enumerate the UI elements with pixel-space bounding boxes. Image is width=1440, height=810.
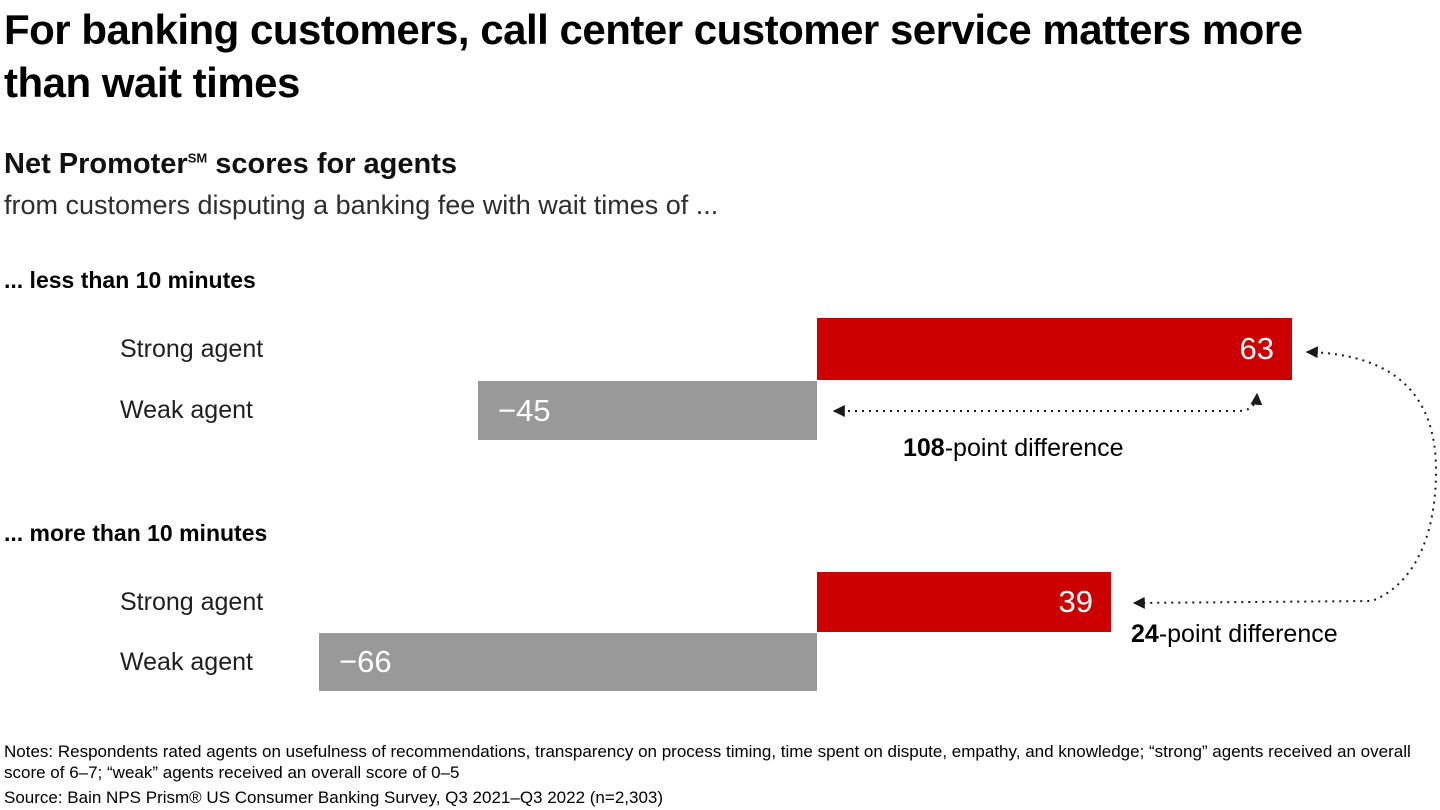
bar-value-strong-agent-lt10: 63 — [1239, 331, 1274, 366]
annotation-24-point-difference: 24-point difference — [1131, 620, 1338, 649]
chart-subtitle-bold: Net PromoterSM scores for agents — [4, 148, 457, 181]
bar-label-weak-agent-lt10: Weak agent — [120, 396, 253, 424]
bar-weak-agent-lt10: −45 — [478, 381, 817, 440]
group-label-less-than-10-minutes: ... less than 10 minutes — [4, 267, 256, 293]
chart-source: Source: Bain NPS Prism® US Consumer Bank… — [4, 788, 664, 807]
difference-arrow-108 — [832, 392, 1263, 417]
bar-label-strong-agent-gt10: Strong agent — [120, 587, 264, 616]
subtitle-scores-for-agents: scores for agents — [207, 148, 458, 180]
subtitle-net-promoter: Net Promoter — [4, 148, 188, 180]
bar-value-strong-agent-gt10: 39 — [1058, 584, 1093, 619]
annotation-24-suffix: -point difference — [1158, 620, 1338, 648]
bar-label-weak-agent-gt10: Weak agent — [120, 647, 253, 676]
annotation-108-number: 108 — [903, 434, 945, 462]
bar-strong-agent-gt10: 39 — [817, 572, 1111, 632]
chart-subtitle: from customers disputing a banking fee w… — [4, 190, 719, 220]
service-mark-superscript: SM — [187, 150, 208, 166]
page-title: For banking customers, call center custo… — [4, 6, 1303, 106]
bar-value-weak-agent-lt10: −45 — [498, 392, 551, 428]
annotation-108-suffix: -point difference — [944, 434, 1124, 462]
bar-strong-agent-lt10: 63 — [817, 318, 1292, 380]
bar-value-weak-agent-gt10: −66 — [339, 644, 392, 679]
difference-arrow-24 — [1132, 346, 1438, 609]
chart-notes: Notes: Respondents rated agents on usefu… — [4, 742, 1411, 782]
bar-weak-agent-gt10: −66 — [319, 633, 817, 691]
group-label-more-than-10-minutes: ... more than 10 minutes — [4, 520, 268, 546]
annotation-108-point-difference: 108-point difference — [903, 434, 1124, 463]
bar-label-strong-agent-lt10: Strong agent — [120, 334, 264, 363]
annotation-24-number: 24 — [1131, 620, 1159, 648]
